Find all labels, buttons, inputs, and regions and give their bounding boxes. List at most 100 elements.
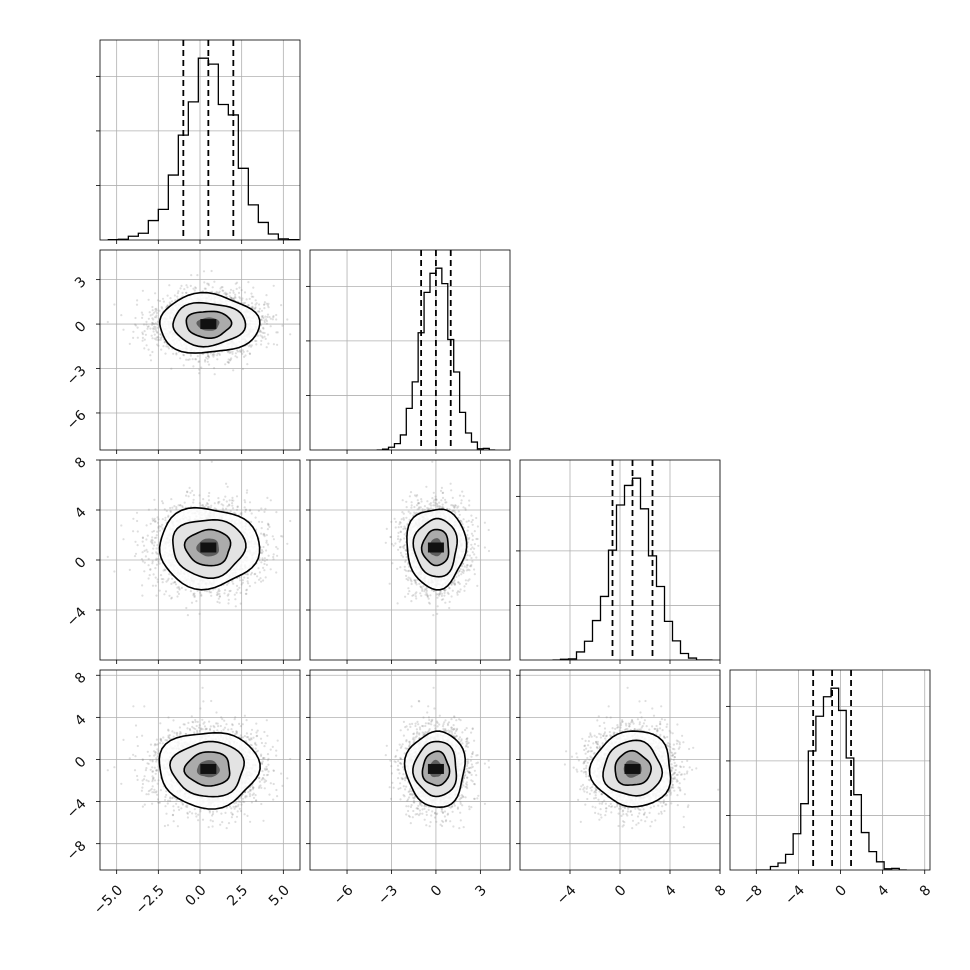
scatter-point (248, 352, 252, 355)
scatter-point (161, 527, 164, 530)
scatter-point (157, 336, 160, 339)
scatter-point (155, 329, 158, 332)
scatter-point (152, 330, 155, 333)
scatter-point (260, 339, 263, 342)
axes-frame (309, 249, 511, 451)
scatter-point (242, 350, 245, 353)
scatter-point (227, 602, 230, 605)
scatter-point (267, 342, 270, 345)
scatter-point (151, 321, 154, 324)
hist-panel-3 (726, 669, 931, 874)
scatter-point (157, 526, 160, 529)
scatter-point (261, 316, 264, 319)
scatter-point (257, 310, 260, 313)
scatter-point (215, 508, 218, 511)
scatter-point (260, 318, 263, 321)
scatter-point (263, 535, 266, 538)
scatter-point (257, 578, 261, 581)
scatter-point (155, 314, 158, 317)
scatter-point (259, 329, 262, 332)
scatter-point (154, 308, 157, 311)
scatter-point (161, 523, 164, 526)
scatter-point (161, 500, 164, 503)
scatter-point (235, 287, 238, 290)
scatter-point (141, 560, 144, 563)
scatter-point (168, 594, 171, 597)
scatter-point (198, 494, 201, 497)
scatter-point (233, 511, 236, 514)
panel-content (106, 460, 292, 617)
scatter-point (241, 297, 244, 300)
scatter-point (239, 512, 242, 515)
scatter-point (265, 534, 268, 537)
scatter-point (252, 286, 255, 289)
scatter-point (250, 292, 253, 295)
scatter-point (255, 302, 258, 305)
scatter-point (260, 315, 263, 318)
scatter-point (170, 582, 173, 586)
scatter-point (149, 568, 152, 571)
scatter-point (248, 352, 251, 355)
scatter-point (210, 594, 213, 597)
scatter-point (157, 338, 160, 341)
scatter-point (218, 290, 221, 293)
scatter-point (223, 292, 226, 295)
scatter-point (245, 588, 248, 591)
scatter-point (269, 317, 272, 320)
scatter-point (245, 298, 248, 301)
scatter-point (155, 331, 159, 334)
scatter-point (261, 336, 264, 339)
hist-panel-2 (516, 459, 721, 664)
scatter-point (232, 297, 235, 300)
scatter-point (246, 350, 249, 353)
hist-panel-1 (306, 249, 511, 454)
scatter-point (164, 590, 168, 593)
scatter-point (159, 338, 162, 341)
scatter-point (227, 358, 230, 361)
scatter-point (156, 326, 159, 329)
scatter-point (221, 507, 224, 510)
scatter-point (203, 281, 206, 284)
scatter-point (141, 316, 144, 319)
scatter-point (213, 280, 216, 283)
scatter-point (191, 358, 194, 361)
scatter-point (227, 361, 230, 364)
scatter-point (266, 315, 269, 319)
scatter-point (159, 574, 163, 577)
scatter-point (151, 530, 154, 533)
scatter-point (151, 542, 154, 545)
scatter-point (239, 350, 242, 353)
scatter-point (228, 499, 231, 502)
scatter-point (248, 344, 252, 347)
scatter-point (217, 291, 220, 294)
scatter-point (174, 583, 178, 586)
scatter-point (256, 575, 259, 578)
scatter-point (157, 339, 160, 342)
scatter-point (243, 355, 246, 358)
scatter-point (289, 333, 292, 336)
scatter-point (160, 306, 163, 309)
scatter-point (241, 581, 244, 584)
scatter-point (239, 349, 242, 352)
scatter-point (230, 297, 234, 300)
scatter-point (244, 510, 247, 513)
scatter-point (276, 331, 279, 334)
scatter-point (226, 583, 229, 586)
scatter-point (211, 286, 214, 289)
scatter-point (260, 343, 263, 346)
scatter-point (217, 590, 220, 593)
scatter-point (159, 333, 162, 336)
scatter-point (166, 304, 169, 307)
scatter-point (165, 345, 168, 348)
scatter-point (199, 591, 202, 594)
scatter-point (154, 325, 157, 329)
scatter-point (143, 330, 146, 333)
scatter-point (156, 521, 159, 524)
scatter-point (202, 270, 206, 273)
scatter-point (265, 294, 268, 297)
scatter-point (202, 498, 205, 501)
scatter-point (265, 563, 268, 567)
scatter-point (159, 333, 162, 336)
scatter-point (169, 509, 172, 512)
scatter-point (254, 303, 257, 306)
